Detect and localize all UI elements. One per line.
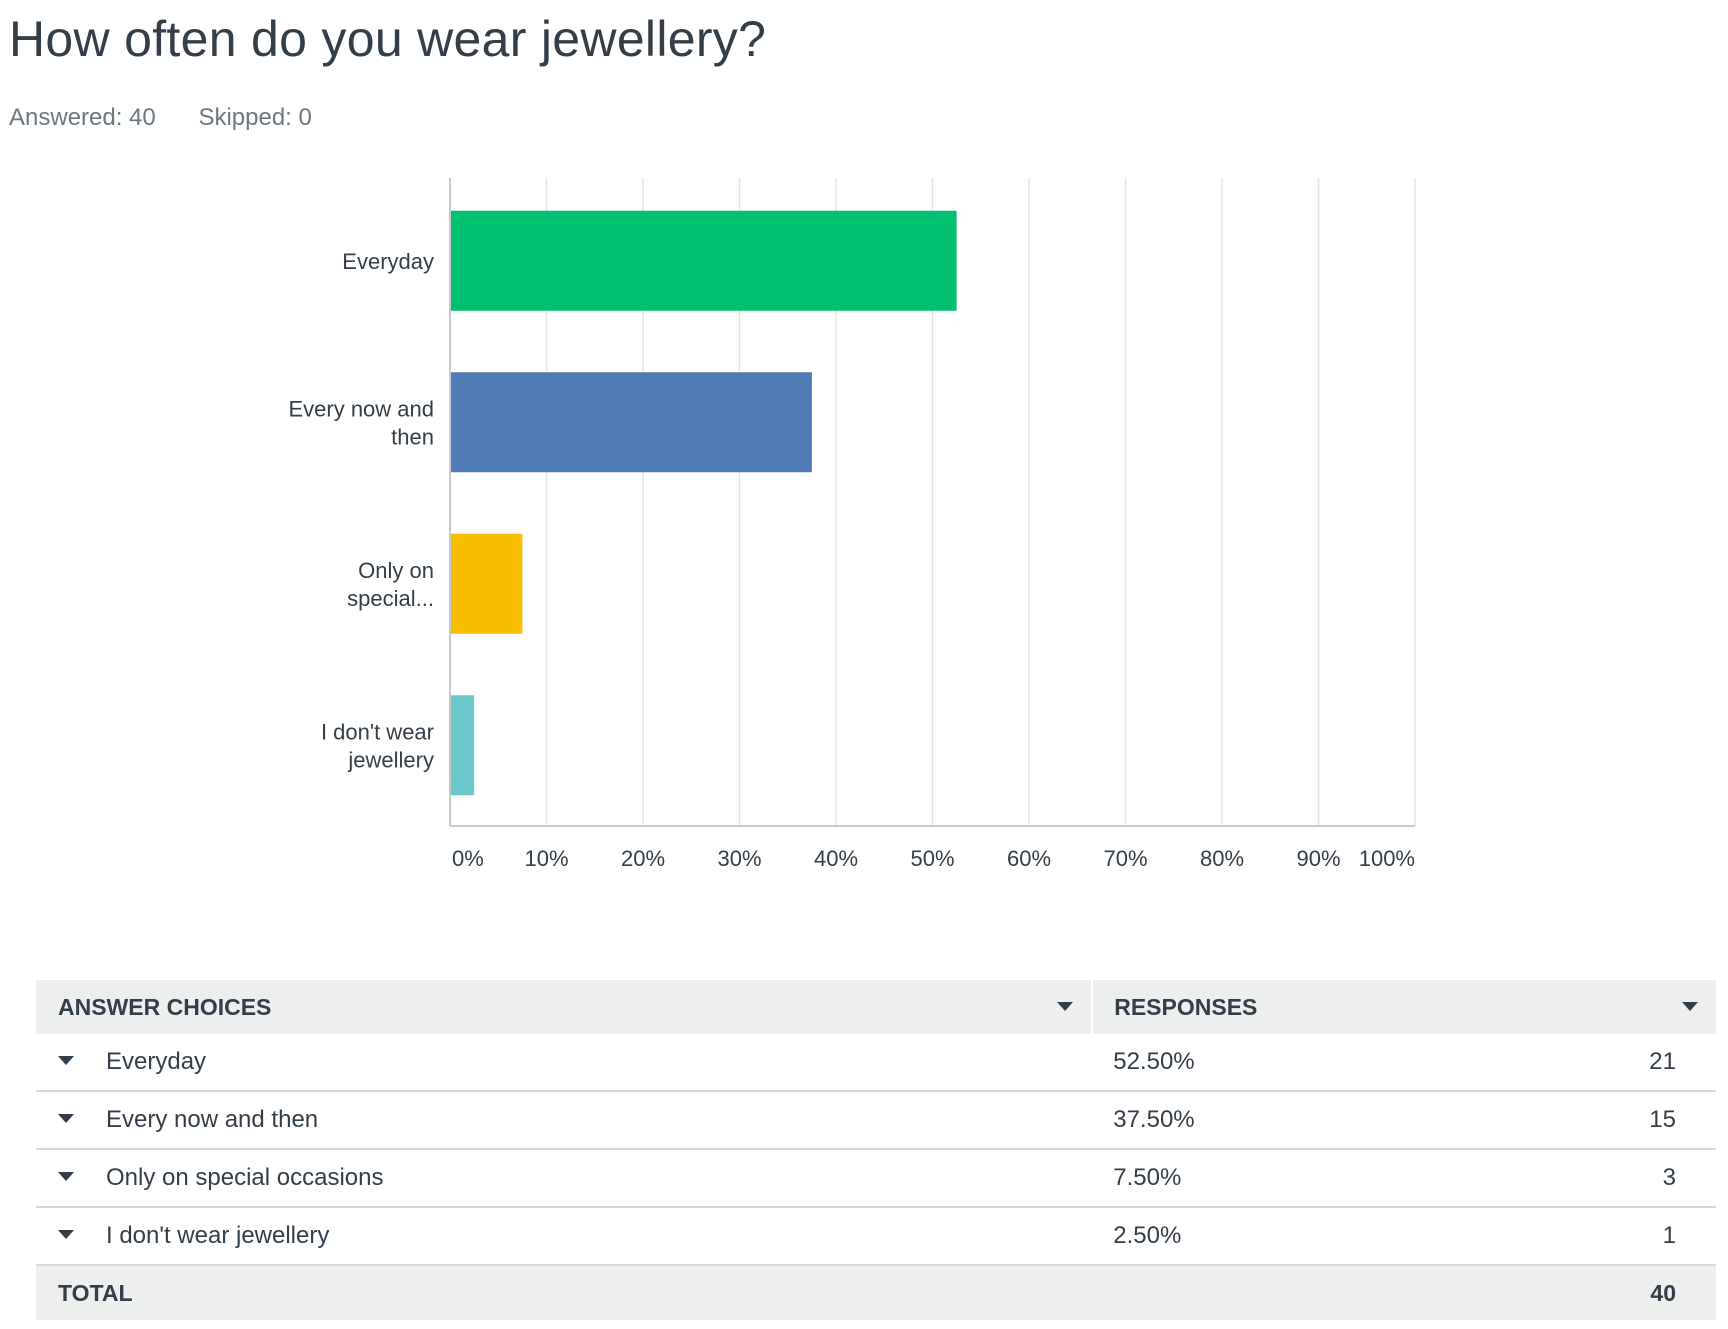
expand-caret-icon[interactable] <box>58 1114 74 1124</box>
responses-table: ANSWER CHOICES RESPONSES Everyday 52.50%… <box>36 980 1716 1320</box>
category-label: Every now and <box>288 396 434 421</box>
skipped-count: Skipped: 0 <box>198 104 312 131</box>
x-tick-label: 30% <box>717 846 761 871</box>
category-label: Only on <box>358 558 434 583</box>
expand-caret-icon[interactable] <box>58 1230 74 1240</box>
x-tick-label: 40% <box>814 846 858 871</box>
category-label: jewellery <box>347 747 434 772</box>
category-label: I don't wear <box>321 719 434 744</box>
response-count: 1 <box>1513 1207 1716 1266</box>
x-tick-label: 0% <box>452 846 484 871</box>
category-label: then <box>391 424 434 449</box>
response-count: 3 <box>1513 1149 1716 1208</box>
answer-choices-header[interactable]: ANSWER CHOICES <box>36 980 1094 1034</box>
choice-label: I don't wear jewellery <box>106 1222 330 1249</box>
table-row: Everyday 52.50% 21 <box>36 1034 1716 1092</box>
bar-2 <box>450 372 812 473</box>
total-count: 40 <box>1513 1265 1716 1320</box>
response-count: 21 <box>1513 1034 1716 1092</box>
response-count: 15 <box>1513 1091 1716 1150</box>
category-label: special... <box>347 586 434 611</box>
choice-label: Only on special occasions <box>106 1164 384 1191</box>
table-row: I don't wear jewellery 2.50% 1 <box>36 1207 1716 1266</box>
bar-3 <box>450 533 523 634</box>
category-label: Everyday <box>342 249 434 274</box>
choice-label: Every now and then <box>106 1106 319 1133</box>
x-tick-label: 50% <box>910 846 954 871</box>
response-stats: Answered: 40 Skipped: 0 <box>9 104 348 132</box>
bar-chart: Everyday Every now and then Only on special.… <box>288 178 1416 871</box>
x-tick-label: 60% <box>1007 846 1051 871</box>
table-row: Only on special occasions 7.50% 3 <box>36 1149 1716 1208</box>
x-tick-label: 70% <box>1103 846 1147 871</box>
bar-1 <box>450 210 957 311</box>
sort-down-icon[interactable] <box>1057 1002 1074 1011</box>
x-tick-label: 100% <box>1359 846 1415 871</box>
response-percent: 52.50% <box>1092 1034 1514 1092</box>
x-tick-label: 90% <box>1296 846 1340 871</box>
question-title: How often do you wear jewellery? <box>9 11 767 67</box>
sort-down-icon[interactable] <box>1682 1002 1698 1011</box>
total-row: TOTAL 40 <box>36 1265 1716 1320</box>
table-row: Every now and then 37.50% 15 <box>36 1091 1716 1150</box>
response-percent: 7.50% <box>1092 1149 1514 1208</box>
expand-caret-icon[interactable] <box>58 1172 74 1182</box>
answered-count: Answered: 40 <box>9 104 156 131</box>
response-percent: 2.50% <box>1092 1207 1514 1266</box>
response-percent: 37.50% <box>1092 1091 1514 1150</box>
x-tick-label: 80% <box>1200 846 1244 871</box>
responses-header[interactable]: RESPONSES <box>1092 980 1716 1034</box>
x-tick-label: 10% <box>524 846 568 871</box>
total-label: TOTAL <box>36 1265 1093 1320</box>
expand-caret-icon[interactable] <box>58 1056 74 1066</box>
bar-4 <box>450 695 475 796</box>
choice-label: Everyday <box>106 1048 207 1075</box>
x-tick-label: 20% <box>621 846 665 871</box>
